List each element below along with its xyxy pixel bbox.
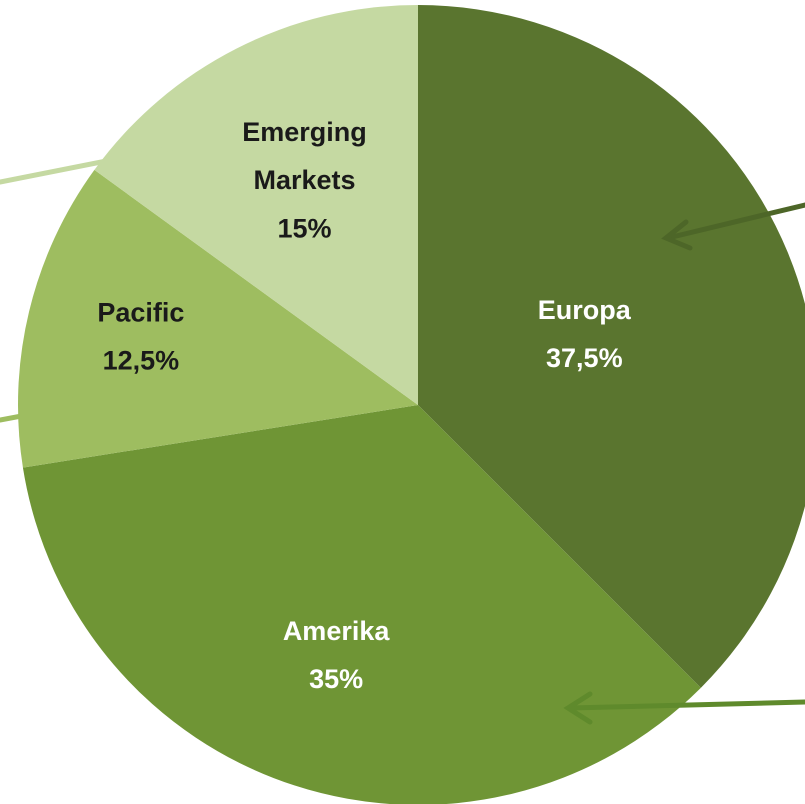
slice-label: Pacific <box>97 298 184 328</box>
label-line: Emerging <box>242 117 367 147</box>
arrow-head <box>563 691 593 725</box>
slice-label: Europa <box>538 295 632 325</box>
value-label: 35% <box>309 664 363 694</box>
label-line: Pacific <box>97 298 184 328</box>
arrow <box>665 202 805 241</box>
pie <box>18 4 805 804</box>
pie-slice <box>94 4 419 405</box>
pie-slice <box>18 169 418 468</box>
label-line: Europa <box>538 295 632 325</box>
arrow <box>567 699 805 711</box>
pie-slice <box>22 405 701 804</box>
arrow-head <box>661 219 693 251</box>
label-line: Markets <box>253 165 355 195</box>
value-label: 12,5% <box>103 346 180 376</box>
arrow <box>0 402 83 423</box>
pie-slice <box>418 5 805 688</box>
slice-label: Emerging Markets <box>242 117 367 195</box>
slice-label: Amerika <box>283 616 391 646</box>
arrow-head <box>157 131 189 165</box>
value-label: 15% <box>277 213 331 243</box>
arrow <box>0 143 185 185</box>
arrows <box>0 131 805 725</box>
value-label: 37,5% <box>546 343 623 373</box>
label-line: Amerika <box>283 616 391 646</box>
labels: Europa 37,5% Amerika 35% Pacific 12,5% Emergin… <box>97 117 631 694</box>
arrow-head <box>57 391 87 423</box>
